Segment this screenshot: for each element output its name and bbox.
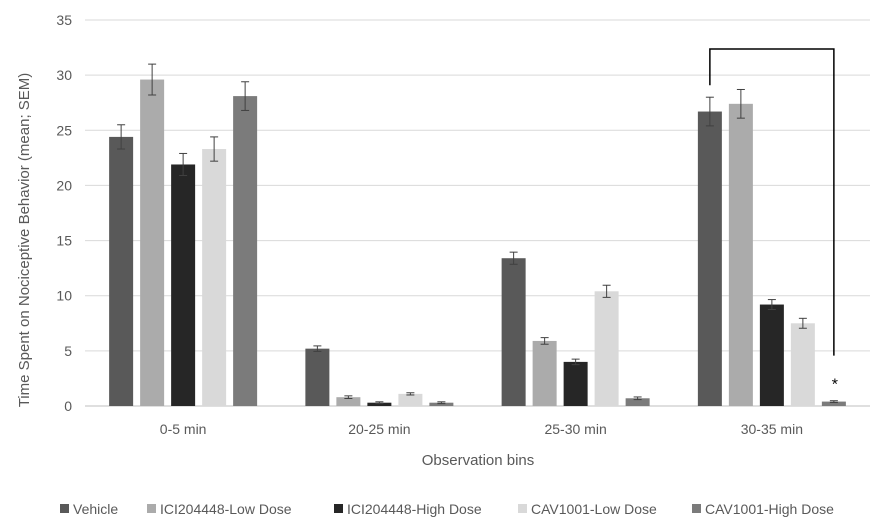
legend-swatch (60, 504, 69, 513)
x-tick-labels: 0-5 min 20-25 min 25-30 min 30-35 min (160, 421, 803, 437)
bar (697, 111, 722, 406)
bar (305, 348, 330, 406)
bar (594, 291, 619, 406)
bar (233, 96, 258, 407)
bar (109, 136, 134, 406)
bars (109, 79, 846, 407)
bar (728, 103, 753, 407)
legend-label: ICI204448-Low Dose (160, 501, 292, 517)
y-axis-title: Time Spent on Nociceptive Behavior (mean… (16, 73, 33, 408)
bar (336, 397, 361, 406)
bar (171, 164, 196, 406)
legend-label: CAV1001-Low Dose (531, 501, 657, 517)
legend-label: ICI204448-High Dose (347, 501, 482, 517)
y-tick-labels: 0 5 10 15 20 25 30 35 (56, 12, 72, 414)
y-tick-label: 0 (64, 398, 72, 414)
y-tick-label: 5 (64, 343, 72, 359)
legend-swatch (147, 504, 156, 513)
significance-bracket (709, 48, 835, 356)
bar (759, 304, 784, 406)
legend-swatch (334, 504, 343, 513)
y-tick-label: 15 (56, 233, 72, 249)
bar (790, 323, 815, 406)
y-tick-label: 10 (56, 288, 72, 304)
bar (625, 398, 650, 406)
y-tick-label: 25 (56, 122, 72, 138)
y-tick-label: 35 (56, 12, 72, 28)
bar (563, 361, 588, 406)
legend: Vehicle ICI204448-Low Dose ICI204448-High … (60, 501, 834, 517)
y-tick-label: 20 (56, 177, 72, 193)
bar (429, 402, 454, 406)
bar (501, 258, 526, 406)
x-axis-title: Observation bins (422, 452, 535, 469)
bar (532, 340, 557, 406)
legend-label: Vehicle (73, 501, 118, 517)
x-tick-label: 25-30 min (544, 421, 606, 437)
legend-label: CAV1001-High Dose (705, 501, 834, 517)
legend-swatch (692, 504, 701, 513)
significance-label: * (832, 377, 838, 394)
bar (398, 393, 423, 406)
x-tick-label: 30-35 min (741, 421, 803, 437)
y-tick-label: 30 (56, 67, 72, 83)
error-bars (117, 63, 838, 405)
bar (140, 79, 165, 406)
bar (367, 402, 392, 406)
bar (821, 401, 846, 406)
x-tick-label: 0-5 min (160, 421, 207, 437)
x-tick-label: 20-25 min (348, 421, 410, 437)
bar (202, 149, 227, 406)
significance-annotation: * (709, 48, 838, 394)
legend-swatch (518, 504, 527, 513)
